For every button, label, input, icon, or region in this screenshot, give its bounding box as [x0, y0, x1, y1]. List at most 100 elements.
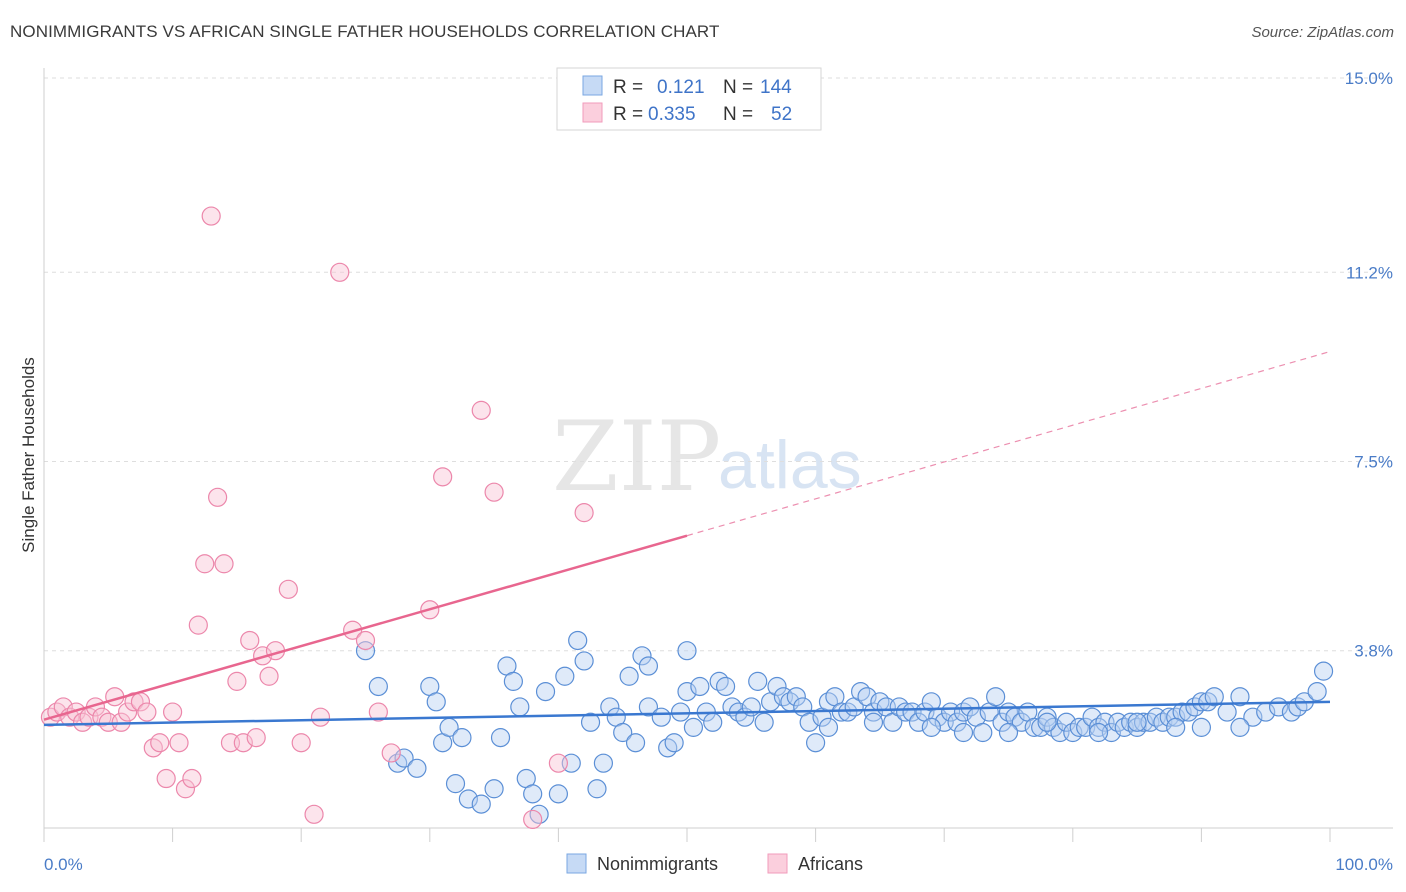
- series-nonimmigrants-points: [355, 630, 1334, 824]
- nonimmigrants-point: [1011, 712, 1031, 732]
- africans-point: [156, 768, 176, 789]
- nonimmigrants-point: [1198, 692, 1218, 712]
- nonimmigrants-point: [368, 676, 388, 697]
- trend-lines: [43, 350, 1331, 727]
- nonimmigrants-point: [748, 671, 768, 691]
- africans-point: [208, 487, 228, 507]
- nonimmigrants-point: [851, 681, 871, 702]
- nonimmigrants-point: [638, 656, 659, 676]
- nonimmigrants-point: [831, 702, 851, 722]
- nonimmigrants-point: [1037, 712, 1057, 732]
- legend-n-label-2: N =: [723, 104, 753, 125]
- africans-point: [163, 702, 183, 722]
- africans-point: [523, 809, 543, 830]
- bottom-legend-label-nonimmigrants: Nonimmigrants: [597, 854, 718, 874]
- nonimmigrants-point: [908, 712, 929, 732]
- nonimmigrants-point: [580, 712, 601, 732]
- nonimmigrants-point: [1153, 712, 1173, 732]
- nonimmigrants-point: [638, 697, 659, 717]
- africans-point: [304, 804, 324, 824]
- nonimmigrants-point: [574, 651, 594, 671]
- legend-r-label-2: R =: [613, 104, 643, 125]
- nonimmigrants-point: [529, 804, 549, 824]
- legend-n-value-2: 52: [771, 104, 792, 125]
- nonimmigrants-point: [1069, 717, 1089, 737]
- nonimmigrants-point: [838, 702, 858, 722]
- africans-point: [117, 702, 138, 722]
- legend-n-label-1: N =: [723, 77, 753, 98]
- nonimmigrants-point: [651, 707, 671, 727]
- nonimmigrants-point: [445, 774, 466, 794]
- nonimmigrants-point: [355, 641, 376, 661]
- africans-point: [291, 733, 311, 753]
- legend-swatch-africans: [582, 102, 603, 123]
- africans-point: [150, 733, 170, 753]
- nonimmigrants-point: [1043, 717, 1064, 737]
- nonimmigrants-point: [1127, 717, 1147, 737]
- nonimmigrants-point: [619, 666, 639, 686]
- africans-point: [201, 206, 221, 226]
- africans-point: [188, 615, 208, 635]
- nonimmigrants-point: [1063, 722, 1083, 743]
- africans-point: [53, 697, 73, 717]
- nonimmigrants-point: [683, 717, 704, 737]
- y-tick-label: 11.2%: [1346, 263, 1393, 282]
- watermark-atlas: atlas: [718, 427, 862, 503]
- africans-point: [310, 707, 331, 727]
- nonimmigrants-point: [1204, 687, 1224, 707]
- nonimmigrants-point: [805, 733, 826, 753]
- legend-swatch-nonimmigrants: [582, 75, 603, 96]
- nonimmigrants-point: [889, 697, 909, 717]
- y-tick-label: 7.5%: [1354, 453, 1393, 472]
- nonimmigrants-point: [1191, 692, 1212, 712]
- legend-r-value-2: 0.335: [648, 104, 696, 125]
- africans-point: [92, 707, 112, 727]
- nonimmigrants-point: [1313, 661, 1334, 681]
- nonimmigrants-point: [1217, 702, 1237, 722]
- nonimmigrants-point: [1088, 722, 1109, 743]
- nonimmigrants-point: [863, 702, 884, 722]
- y-tick-label: 15.0%: [1345, 69, 1393, 88]
- africans-point: [471, 400, 491, 420]
- africans-point: [240, 630, 260, 651]
- nonimmigrants-point: [992, 712, 1012, 732]
- africans-point: [182, 768, 202, 789]
- africans-point: [175, 779, 196, 799]
- chart-title: NONIMMIGRANTS VS AFRICAN SINGLE FATHER H…: [10, 22, 720, 41]
- nonimmigrants-point: [658, 738, 678, 758]
- nonimmigrants-point: [677, 681, 697, 702]
- nonimmigrants-point: [998, 722, 1019, 743]
- x-axis-ticks: [43, 828, 1331, 842]
- africans-point: [233, 733, 253, 753]
- nonimmigrants-point: [426, 692, 446, 712]
- africans-point: [143, 738, 163, 758]
- africans-point: [278, 579, 298, 599]
- africans-point: [259, 666, 279, 686]
- stats-legend: R = 0.121 N = 144 R = 0.335 N = 52: [556, 67, 822, 131]
- watermark-zip: ZIP: [552, 401, 721, 513]
- y-axis-label: Single Father Households: [19, 357, 38, 553]
- nonimmigrants-point: [1166, 707, 1186, 727]
- legend-r-label-1: R =: [613, 77, 643, 98]
- africans-point: [381, 743, 401, 763]
- africans-point: [137, 702, 157, 722]
- series-africans-points: [40, 206, 594, 830]
- nonimmigrants-point: [471, 794, 491, 814]
- africans-point: [227, 671, 247, 691]
- nonimmigrants-point: [1133, 712, 1154, 732]
- y-tick-label: 3.8%: [1354, 642, 1393, 661]
- nonimmigrants-point: [510, 697, 530, 717]
- source-attribution: Source: ZipAtlas.com: [1251, 24, 1394, 41]
- nonimmigrants-point: [947, 712, 967, 732]
- africans-point: [484, 482, 504, 502]
- africans-point: [433, 467, 453, 487]
- nonimmigrants-point: [388, 753, 408, 773]
- africans-point: [214, 554, 234, 574]
- africans-point: [574, 503, 594, 523]
- gridlines: [44, 77, 1393, 652]
- nonimmigrants-point: [863, 712, 884, 732]
- trendline-nonimmigrants: [43, 700, 1331, 727]
- africans-point: [246, 728, 266, 748]
- trendline-africans-extension: [686, 350, 1331, 537]
